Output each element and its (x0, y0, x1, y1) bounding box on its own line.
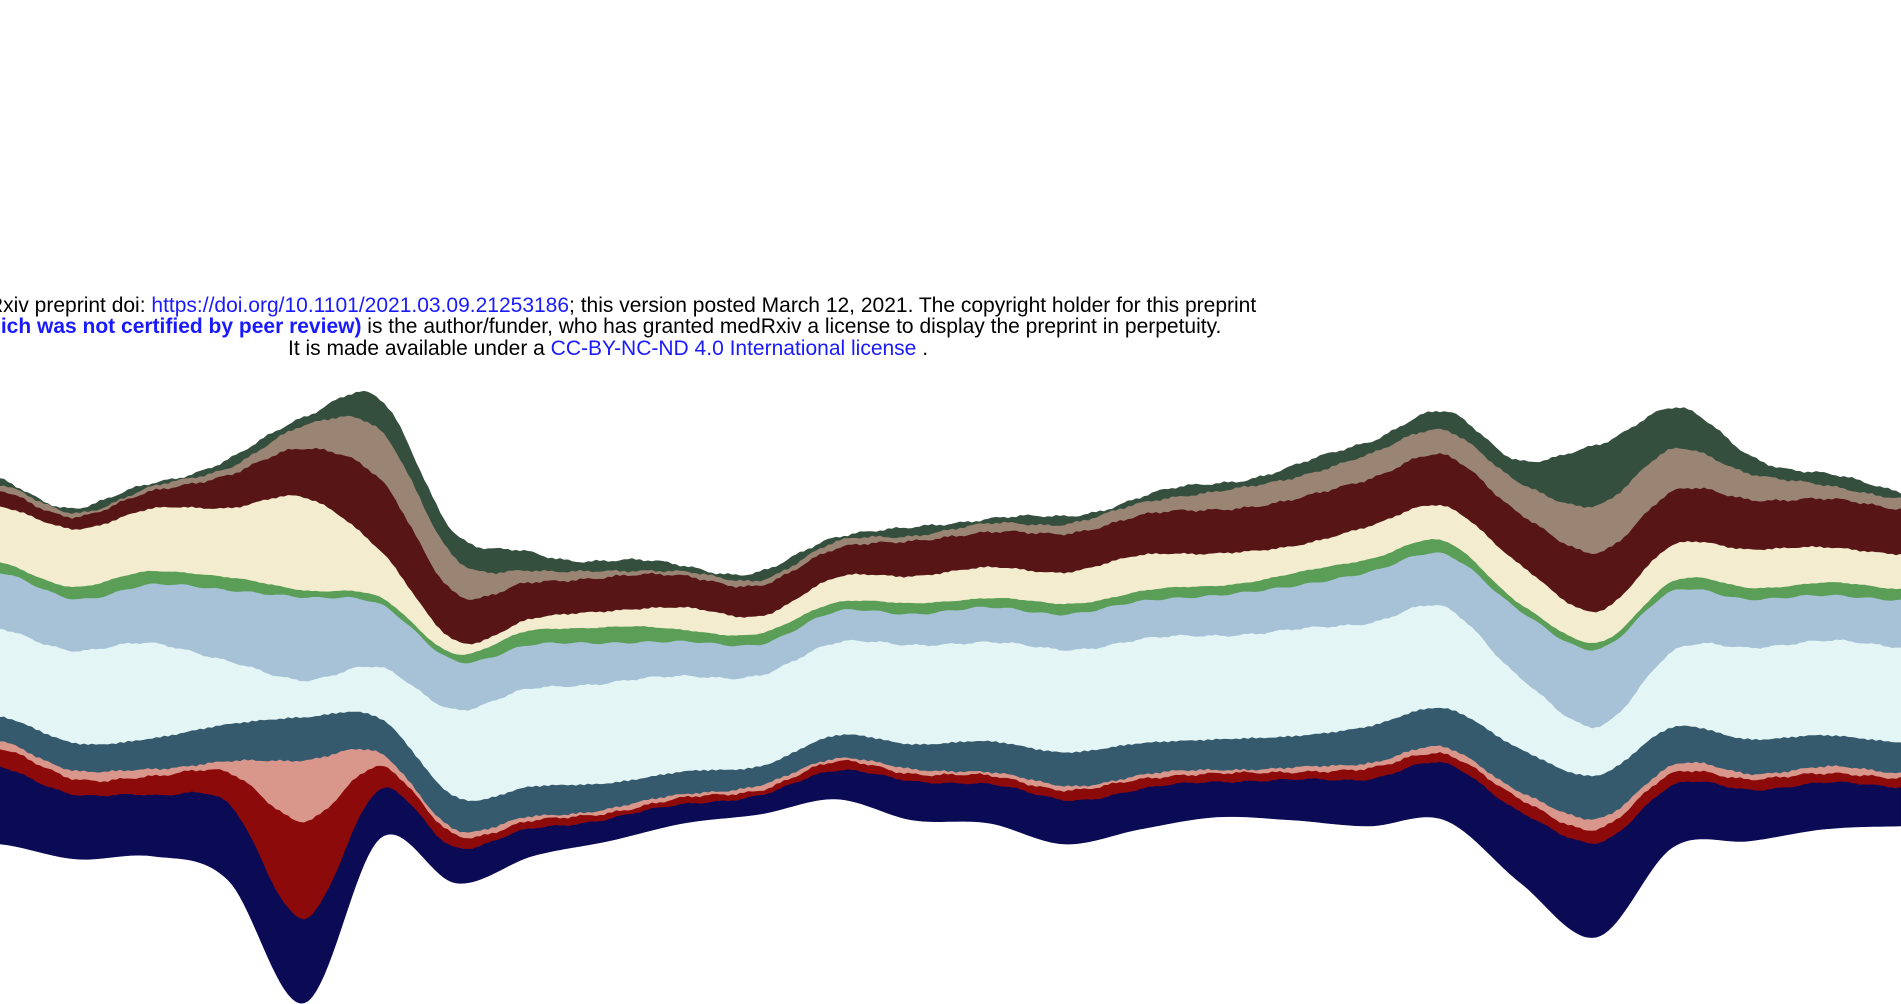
stream-layers (0, 390, 1901, 1004)
license-grant-text: is the author/funder, who has granted me… (361, 315, 1222, 338)
posted-text: ; this version posted March 12, 2021. Th… (569, 294, 1257, 317)
doi-prefix-text: Rxiv preprint doi: (0, 294, 152, 317)
license-link[interactable]: CC-BY-NC-ND 4.0 International license (550, 337, 917, 360)
doi-link[interactable]: https://doi.org/10.1101/2021.03.09.21253… (151, 294, 570, 317)
preprint-notice-line-2: hich was not certified by peer review) i… (0, 316, 1221, 338)
peer-review-text: hich was not certified by peer review) (0, 315, 362, 338)
availability-text: It is made available under a (288, 337, 551, 360)
period-text: . (916, 337, 929, 360)
preprint-notice-line-1: Rxiv preprint doi: https://doi.org/10.11… (0, 295, 1256, 317)
preprint-notice-line-3: It is made available under a CC-BY-NC-ND… (288, 338, 928, 360)
stream-layer-11 (0, 390, 1901, 582)
